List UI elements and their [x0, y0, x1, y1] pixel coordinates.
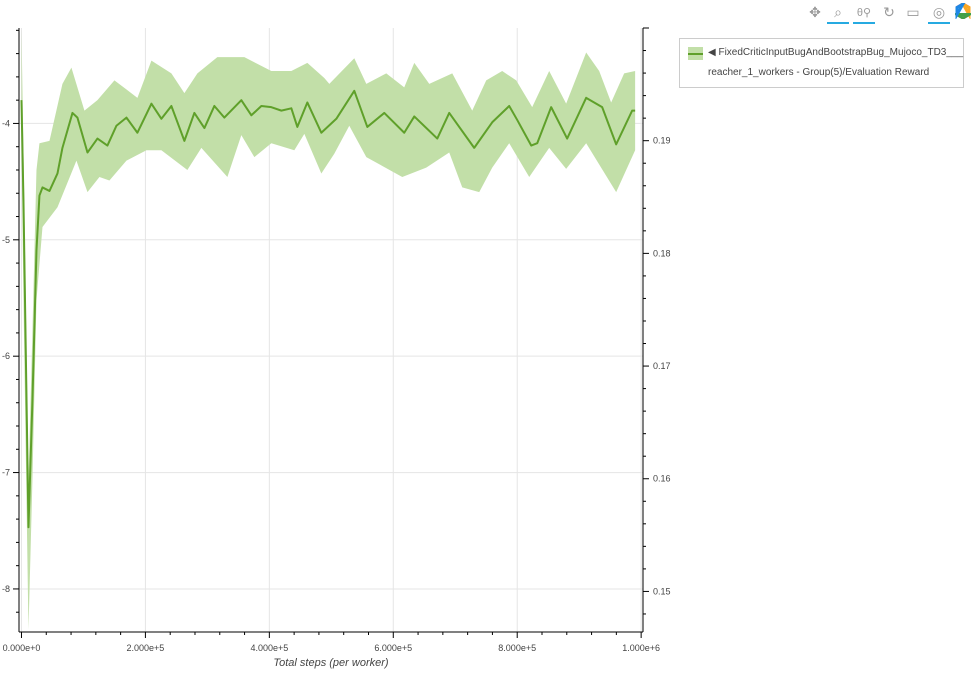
reset-icon: ↻ [883, 3, 895, 20]
y-tick-label: -7 [2, 468, 10, 478]
bokeh-logo-icon [951, 0, 975, 22]
x-tick-label: 0.000e+0 [3, 643, 41, 653]
x-tick-label: 4.000e+5 [250, 643, 288, 653]
series-line [20, 89, 636, 529]
y2-tick-label: 0.18 [653, 248, 671, 258]
std-band [21, 30, 636, 630]
x-axis-title: Total steps (per worker) [273, 657, 388, 669]
legend-label-line1[interactable]: ◀ FixedCriticInputBugAndBootstrapBug_Muj… [708, 47, 964, 58]
save-tool-button[interactable]: ▭ [902, 2, 924, 22]
x-tick-label: 2.000e+5 [127, 643, 165, 653]
box-zoom-tool-button[interactable]: ⌕ [827, 2, 849, 24]
x-tick-label: 1.000e+6 [622, 643, 660, 653]
hover-icon: ◎ [932, 3, 946, 20]
wheel-zoom-icon: θ⚲ [856, 6, 872, 19]
y2-tick-label: 0.16 [653, 474, 671, 484]
legend-swatch-icon [688, 47, 703, 60]
x-tick-label: 6.000e+5 [374, 643, 412, 653]
y-tick-label: -4 [2, 118, 10, 128]
series-line-layer [20, 89, 636, 529]
save-icon: ▭ [906, 3, 920, 20]
box-zoom-icon: ⌕ [834, 3, 842, 20]
reset-tool-button[interactable]: ↻ [878, 2, 900, 22]
hover-tool-button[interactable]: ◎ [928, 2, 950, 24]
legend[interactable]: ◀ FixedCriticInputBugAndBootstrapBug_Muj… [679, 38, 964, 88]
y2-tick-label: 0.17 [653, 361, 671, 371]
pan-icon: ✥ [809, 3, 821, 20]
axes: 0.000e+0 2.000e+5 4.000e+5 6.000e+5 8.000e+5… [2, 27, 671, 653]
std-band-layer [21, 30, 636, 630]
pan-tool-button[interactable]: ✥ [804, 2, 826, 22]
y-tick-label: -8 [2, 584, 10, 594]
y-tick-label: -6 [2, 351, 10, 361]
legend-label-line2[interactable]: reacher_1_workers - Group(5)/Evaluation … [708, 67, 930, 78]
y2-tick-label: 0.15 [653, 586, 671, 596]
y2-tick-label: 0.19 [653, 136, 671, 146]
y-tick-label: -5 [2, 235, 10, 245]
wheel-zoom-tool-button[interactable]: θ⚲ [853, 2, 875, 24]
x-tick-label: 8.000e+5 [498, 643, 536, 653]
bokeh-logo-tool-button[interactable] [951, 0, 975, 22]
